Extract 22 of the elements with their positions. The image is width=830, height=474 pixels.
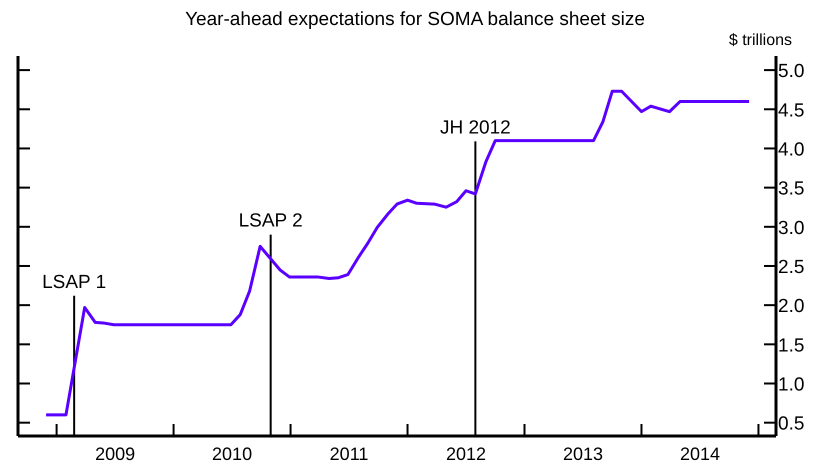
y-tick-label: 2.5 <box>778 256 804 278</box>
y-tick-label: 4.5 <box>778 100 804 122</box>
y-tick-label: 1.5 <box>778 335 804 356</box>
x-tick-label: 2012 <box>446 444 486 464</box>
chart-title: Year-ahead expectations for SOMA balance sheet size <box>184 8 646 32</box>
y-tick-label: 0.5 <box>778 414 804 435</box>
y-tick-label: 2.0 <box>778 296 804 318</box>
annotation: LSAP 1 <box>42 272 106 293</box>
y-tick-label: 3.0 <box>778 218 804 239</box>
y-axis-title: $ trillions <box>728 32 793 50</box>
annotation: JH 2012 <box>440 117 511 138</box>
x-tick-label: 2014 <box>680 444 720 464</box>
x-tick-label: 2009 <box>95 444 136 464</box>
x-tick-label: 2010 <box>212 444 252 464</box>
x-tick-label: 2013 <box>562 444 604 464</box>
line-series <box>44 90 751 416</box>
y-tick-label: 5.0 <box>778 61 804 82</box>
y-tick-label: 3.5 <box>778 178 804 200</box>
x-tick-label: 2011 <box>330 444 368 464</box>
y-tick-label: 1.0 <box>778 374 804 396</box>
annotation: LSAP 2 <box>238 210 303 232</box>
y-tick-label: 4.0 <box>778 139 804 160</box>
